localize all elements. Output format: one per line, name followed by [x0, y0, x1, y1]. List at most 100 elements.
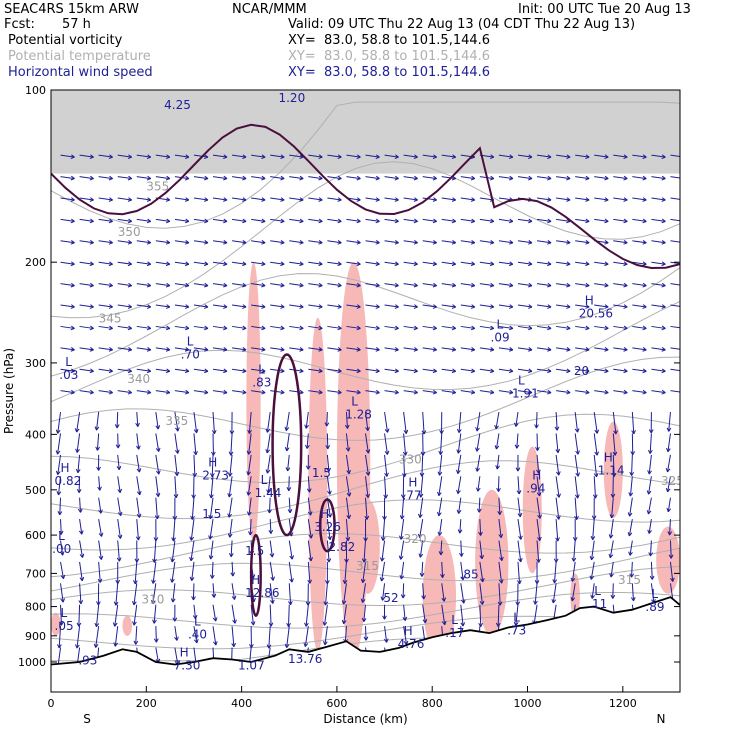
wind-vector-145: [174, 197, 189, 201]
wind-head-482: [451, 325, 457, 331]
wind-head-606: [536, 558, 541, 563]
x-tick-label-6: 1200: [609, 697, 637, 710]
wind-head-662: [604, 325, 609, 331]
wind-head-206: [209, 494, 214, 499]
wind-head-93: [112, 622, 118, 627]
extremum-kind-13: H: [408, 476, 417, 490]
wind-vector-198: [212, 304, 228, 308]
wind-vector-325: [307, 476, 311, 493]
wind-head-150: [184, 304, 190, 309]
wind-vector-428: [403, 154, 418, 158]
wind-vector-300: [286, 433, 290, 451]
wind-vector-693: [609, 540, 614, 558]
isentrope-label-5: 325: [661, 474, 684, 488]
wind-head-756: [666, 507, 672, 513]
wind-head-533: [475, 447, 480, 452]
wind-head-745: [681, 262, 685, 266]
wind-vector-301: [287, 454, 290, 472]
wind-head-260: [250, 621, 256, 626]
wind-head-469: [418, 553, 424, 558]
wind-head-571: [528, 261, 533, 267]
wind-vector-662: [594, 325, 609, 329]
wind-vector-556: [495, 433, 500, 450]
wind-vector-109: [136, 454, 140, 473]
wind-head-108: [136, 445, 141, 450]
field-pv-name: Potential vorticity: [8, 33, 123, 48]
wind-head-666: [594, 429, 600, 434]
pv-contour-2: [318, 498, 336, 553]
wind-vector-362: [346, 261, 361, 265]
wind-vector-280: [269, 519, 272, 534]
wind-vector-246: [251, 304, 266, 308]
x-end-label-left: S: [83, 712, 91, 726]
wind-head-50: [108, 197, 113, 202]
wind-vector-211: [212, 583, 215, 598]
wind-head-103: [146, 325, 152, 331]
wind-vector-445: [400, 519, 405, 540]
wind-vector-98: [136, 218, 151, 222]
wind-vector-57: [98, 347, 113, 351]
wind-vector-32: [79, 325, 94, 329]
wind-head-377: [341, 600, 347, 605]
wind-head-162: [170, 578, 175, 583]
wind-vector-269: [270, 283, 285, 287]
wind-head-350: [327, 513, 333, 518]
wind-head-539: [480, 577, 485, 583]
wind-head-6: [70, 282, 75, 288]
wind-vector-226: [232, 390, 247, 394]
wind-head-604: [537, 514, 542, 519]
wind-head-755: [665, 487, 671, 493]
wind-vector-343: [327, 347, 342, 351]
wind-vector-468: [419, 519, 424, 538]
wind-head-327: [308, 534, 314, 539]
wind-vector-386: [365, 283, 380, 287]
wind-head-69: [94, 622, 100, 628]
wind-head-573: [528, 304, 533, 309]
wind-vector-382: [365, 197, 380, 201]
wind-head-543: [509, 154, 514, 160]
wind-vector-756: [667, 497, 671, 512]
wind-head-599: [547, 389, 552, 395]
wind-head-487: [438, 450, 444, 455]
wind-head-277: [265, 469, 271, 474]
wind-vector-609: [533, 604, 538, 625]
wind-vector-334: [327, 154, 342, 158]
wind-vector-745: [670, 261, 680, 265]
wind-vector-135: [155, 497, 158, 519]
y-tick-label-6: 700: [25, 567, 46, 580]
wind-vector-232: [229, 519, 233, 538]
wind-vector-168: [193, 176, 209, 180]
wind-vector-295: [289, 325, 304, 329]
wind-vector-629: [553, 561, 557, 583]
wind-head-184: [189, 536, 195, 541]
wind-vector-599: [536, 390, 552, 394]
wind-head-111: [136, 513, 142, 518]
wind-vector-237: [231, 626, 235, 647]
wind-head-584: [517, 558, 523, 563]
wind-head-311: [318, 175, 323, 181]
wind-head-719: [661, 154, 666, 160]
wind-head-618: [566, 325, 571, 331]
wind-head-431: [413, 218, 418, 224]
wind-head-418: [384, 472, 389, 477]
wind-head-412: [394, 325, 399, 331]
wind-head-529: [489, 347, 495, 352]
wind-vector-423: [381, 561, 386, 582]
wind-head-722: [661, 218, 666, 224]
wind-vector-223: [232, 325, 247, 329]
wind-vector-218: [232, 218, 247, 222]
pink-region-9: [570, 573, 580, 619]
wind-head-452: [432, 175, 437, 181]
wind-vector-440: [403, 412, 407, 434]
wind-head-695: [610, 594, 616, 599]
wind-vector-331: [305, 604, 309, 627]
wind-head-564: [495, 622, 501, 627]
wind-vector-203: [212, 412, 215, 434]
wind-vector-147: [174, 240, 189, 244]
wind-vector-655: [594, 176, 609, 180]
wind-head-595: [547, 304, 552, 309]
pink-region-6: [422, 535, 457, 657]
wind-head-291: [299, 240, 304, 245]
wind-vector-741: [670, 176, 680, 179]
wind-vector-646: [574, 454, 579, 477]
